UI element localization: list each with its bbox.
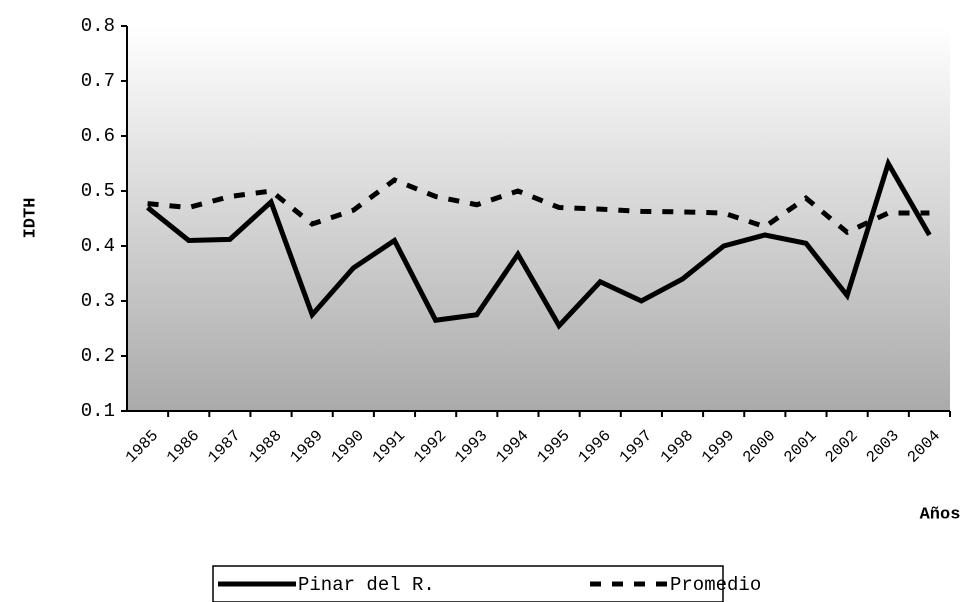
x-tick-label: 1991 <box>369 427 409 467</box>
x-tick-label: 2004 <box>904 427 944 467</box>
legend-label: Promedio <box>670 574 761 596</box>
y-tick-label: 0.2 <box>81 345 115 367</box>
x-tick-label: 1989 <box>287 427 327 467</box>
x-tick-label: 1990 <box>328 427 368 467</box>
plot-area <box>127 26 950 411</box>
legend-label: Pinar del R. <box>298 574 435 596</box>
y-tick-label: 0.1 <box>81 400 115 422</box>
y-tick-label: 0.8 <box>81 15 115 37</box>
y-tick-label: 0.5 <box>81 180 115 202</box>
x-axis-title: Años <box>920 505 961 524</box>
x-tick-label: 2000 <box>739 427 779 467</box>
y-tick-label: 0.6 <box>81 125 115 147</box>
x-tick-label: 1996 <box>575 427 615 467</box>
x-tick-label: 2003 <box>863 427 903 467</box>
x-tick-label: 2002 <box>822 427 862 467</box>
x-tick-label: 1986 <box>163 427 203 467</box>
series-line <box>147 177 930 236</box>
y-tick-label: 0.4 <box>81 235 115 257</box>
x-tick-label: 1995 <box>534 427 574 467</box>
y-tick-label: 0.7 <box>81 70 115 92</box>
x-tick-label: 1999 <box>698 427 738 467</box>
y-tick-label: 0.3 <box>81 290 115 312</box>
x-tick-label: 2001 <box>781 427 821 467</box>
x-tick-label: 1988 <box>246 427 286 467</box>
x-tick-label: 1994 <box>493 427 533 467</box>
x-tick-label: 1992 <box>410 427 450 467</box>
x-tick-label: 1985 <box>122 427 162 467</box>
series-line <box>146 157 932 330</box>
x-tick-label: 1997 <box>616 427 656 467</box>
x-tick-label: 1998 <box>657 427 697 467</box>
x-tick-label: 1993 <box>451 427 491 467</box>
y-axis-title: IDTH <box>21 198 40 239</box>
x-tick-label: 1987 <box>205 427 245 467</box>
